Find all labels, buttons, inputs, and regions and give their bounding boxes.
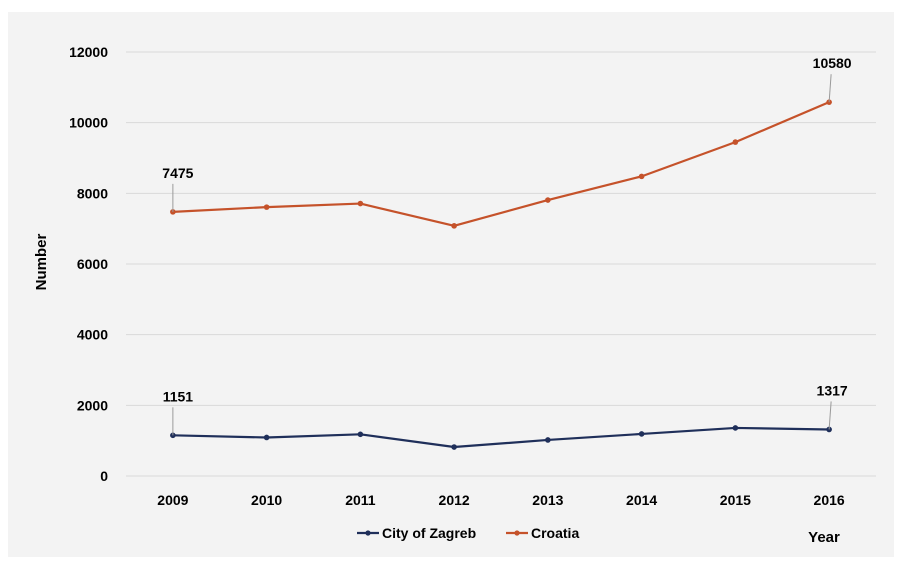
x-tick-label: 2013 [532, 492, 563, 508]
y-axis-ticks: 0 2000 4000 6000 8000 10000 12000 [69, 44, 108, 484]
x-axis-ticks: 2009 2010 2011 2012 2013 2014 2015 2016 [157, 492, 845, 508]
legend-marker [514, 530, 520, 536]
chart-panel [8, 12, 894, 557]
legend-label: City of Zagreb [382, 525, 476, 541]
gridlines [126, 51, 876, 477]
legend-label: Croatia [531, 525, 579, 541]
data-point [545, 197, 551, 203]
y-tick-label: 0 [100, 468, 108, 484]
data-point [263, 204, 270, 210]
data-point [732, 425, 739, 431]
y-tick-label: 10000 [69, 115, 108, 131]
data-point [451, 223, 457, 229]
data-labels: 7475 10580 1151 1317 [162, 55, 852, 436]
series-line-city-of-zagreb [172, 426, 830, 449]
data-point [357, 431, 364, 438]
x-tick-label: 2009 [157, 492, 188, 508]
data-point [451, 444, 457, 450]
x-tick-label: 2016 [814, 492, 845, 508]
x-tick-label: 2015 [720, 492, 751, 508]
data-point [732, 139, 739, 145]
data-label: 1317 [817, 382, 848, 398]
legend: City of Zagreb Croatia [357, 525, 579, 541]
x-tick-label: 2010 [251, 492, 282, 508]
data-label: 7475 [162, 165, 193, 181]
data-label: 10580 [813, 55, 852, 71]
legend-marker [365, 530, 371, 536]
x-tick-label: 2012 [439, 492, 470, 508]
data-label: 1151 [163, 388, 194, 404]
y-tick-label: 2000 [77, 397, 108, 413]
series-line-croatia [172, 101, 830, 227]
label-leader-line [828, 74, 832, 103]
y-tick-label: 12000 [69, 44, 108, 60]
data-point [638, 173, 645, 180]
series-lines [170, 99, 832, 450]
y-tick-label: 8000 [77, 185, 108, 201]
y-tick-label: 4000 [77, 327, 108, 343]
data-point [638, 431, 645, 437]
data-point [170, 432, 176, 439]
y-tick-label: 6000 [77, 256, 108, 272]
x-axis-title: Year [808, 529, 840, 546]
data-point [263, 434, 270, 441]
label-leader-line [828, 401, 832, 430]
x-tick-label: 2011 [345, 492, 376, 508]
x-tick-label: 2014 [626, 492, 657, 508]
y-axis-title: Number [33, 234, 50, 291]
data-point [357, 200, 364, 207]
data-point [545, 437, 551, 443]
